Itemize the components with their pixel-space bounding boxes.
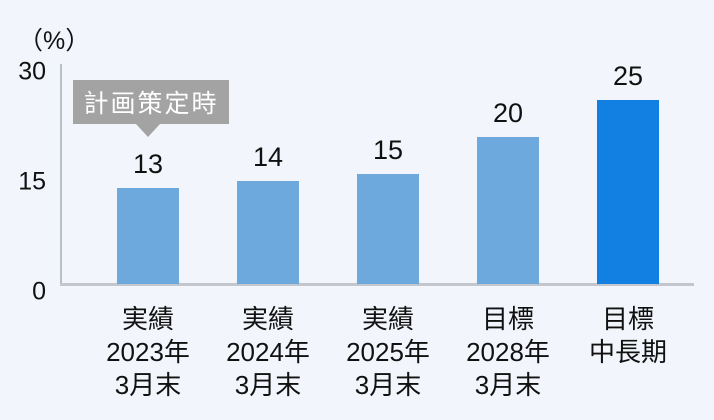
bar-2	[237, 181, 299, 284]
y-axis-line	[60, 64, 62, 285]
y-tick-label: 15	[18, 167, 46, 196]
x-axis-label-line: 実績	[241, 304, 294, 334]
bar-value-label: 14	[252, 142, 284, 172]
bar-4	[477, 137, 539, 284]
x-axis-line	[60, 283, 694, 286]
bar-value-label: 13	[132, 149, 164, 179]
y-axis-unit-label: （%）	[18, 27, 91, 55]
x-axis-label-line: 2025年	[346, 337, 430, 367]
x-axis-label-line: 中長期	[588, 337, 667, 367]
x-axis-label-line: 3月末	[354, 370, 422, 400]
bar-5	[597, 100, 659, 284]
y-tick-label: 30	[18, 57, 46, 85]
x-axis-label-line: 目標	[481, 304, 534, 334]
badge-pointer-arrow	[136, 124, 160, 137]
plan-annotation-badge: 計画策定時	[73, 80, 229, 137]
x-axis-label-line: 実績	[121, 304, 174, 334]
x-axis-label-line: 3月末	[474, 370, 542, 400]
x-axis-label-line: 3月末	[114, 370, 182, 400]
x-axis-label-line: 2028年	[466, 337, 550, 367]
x-axis-label-2: 実績 2024年 3月末	[207, 303, 329, 402]
x-axis-label-line: 2023年	[106, 337, 190, 367]
x-axis-label-4: 目標 2028年 3月末	[447, 303, 569, 402]
x-axis-label-line: 3月末	[234, 370, 302, 400]
bar-1	[117, 188, 179, 284]
y-tick-label: 0	[32, 277, 46, 306]
bar-value-label: 25	[612, 61, 644, 91]
bar-value-label: 15	[372, 135, 404, 165]
plan-annotation-label: 計画策定時	[83, 90, 219, 118]
x-axis-label-5: 目標 中長期	[567, 303, 689, 369]
x-axis-label-line: 実績	[361, 304, 414, 334]
bar-value-label: 20	[492, 98, 524, 128]
x-axis-label-1: 実績 2023年 3月末	[87, 303, 209, 402]
bar-3	[357, 174, 419, 284]
x-axis-label-line: 2024年	[226, 337, 310, 367]
x-axis-label-3: 実績 2025年 3月末	[327, 303, 449, 402]
x-axis-label-line: 目標	[601, 304, 654, 334]
